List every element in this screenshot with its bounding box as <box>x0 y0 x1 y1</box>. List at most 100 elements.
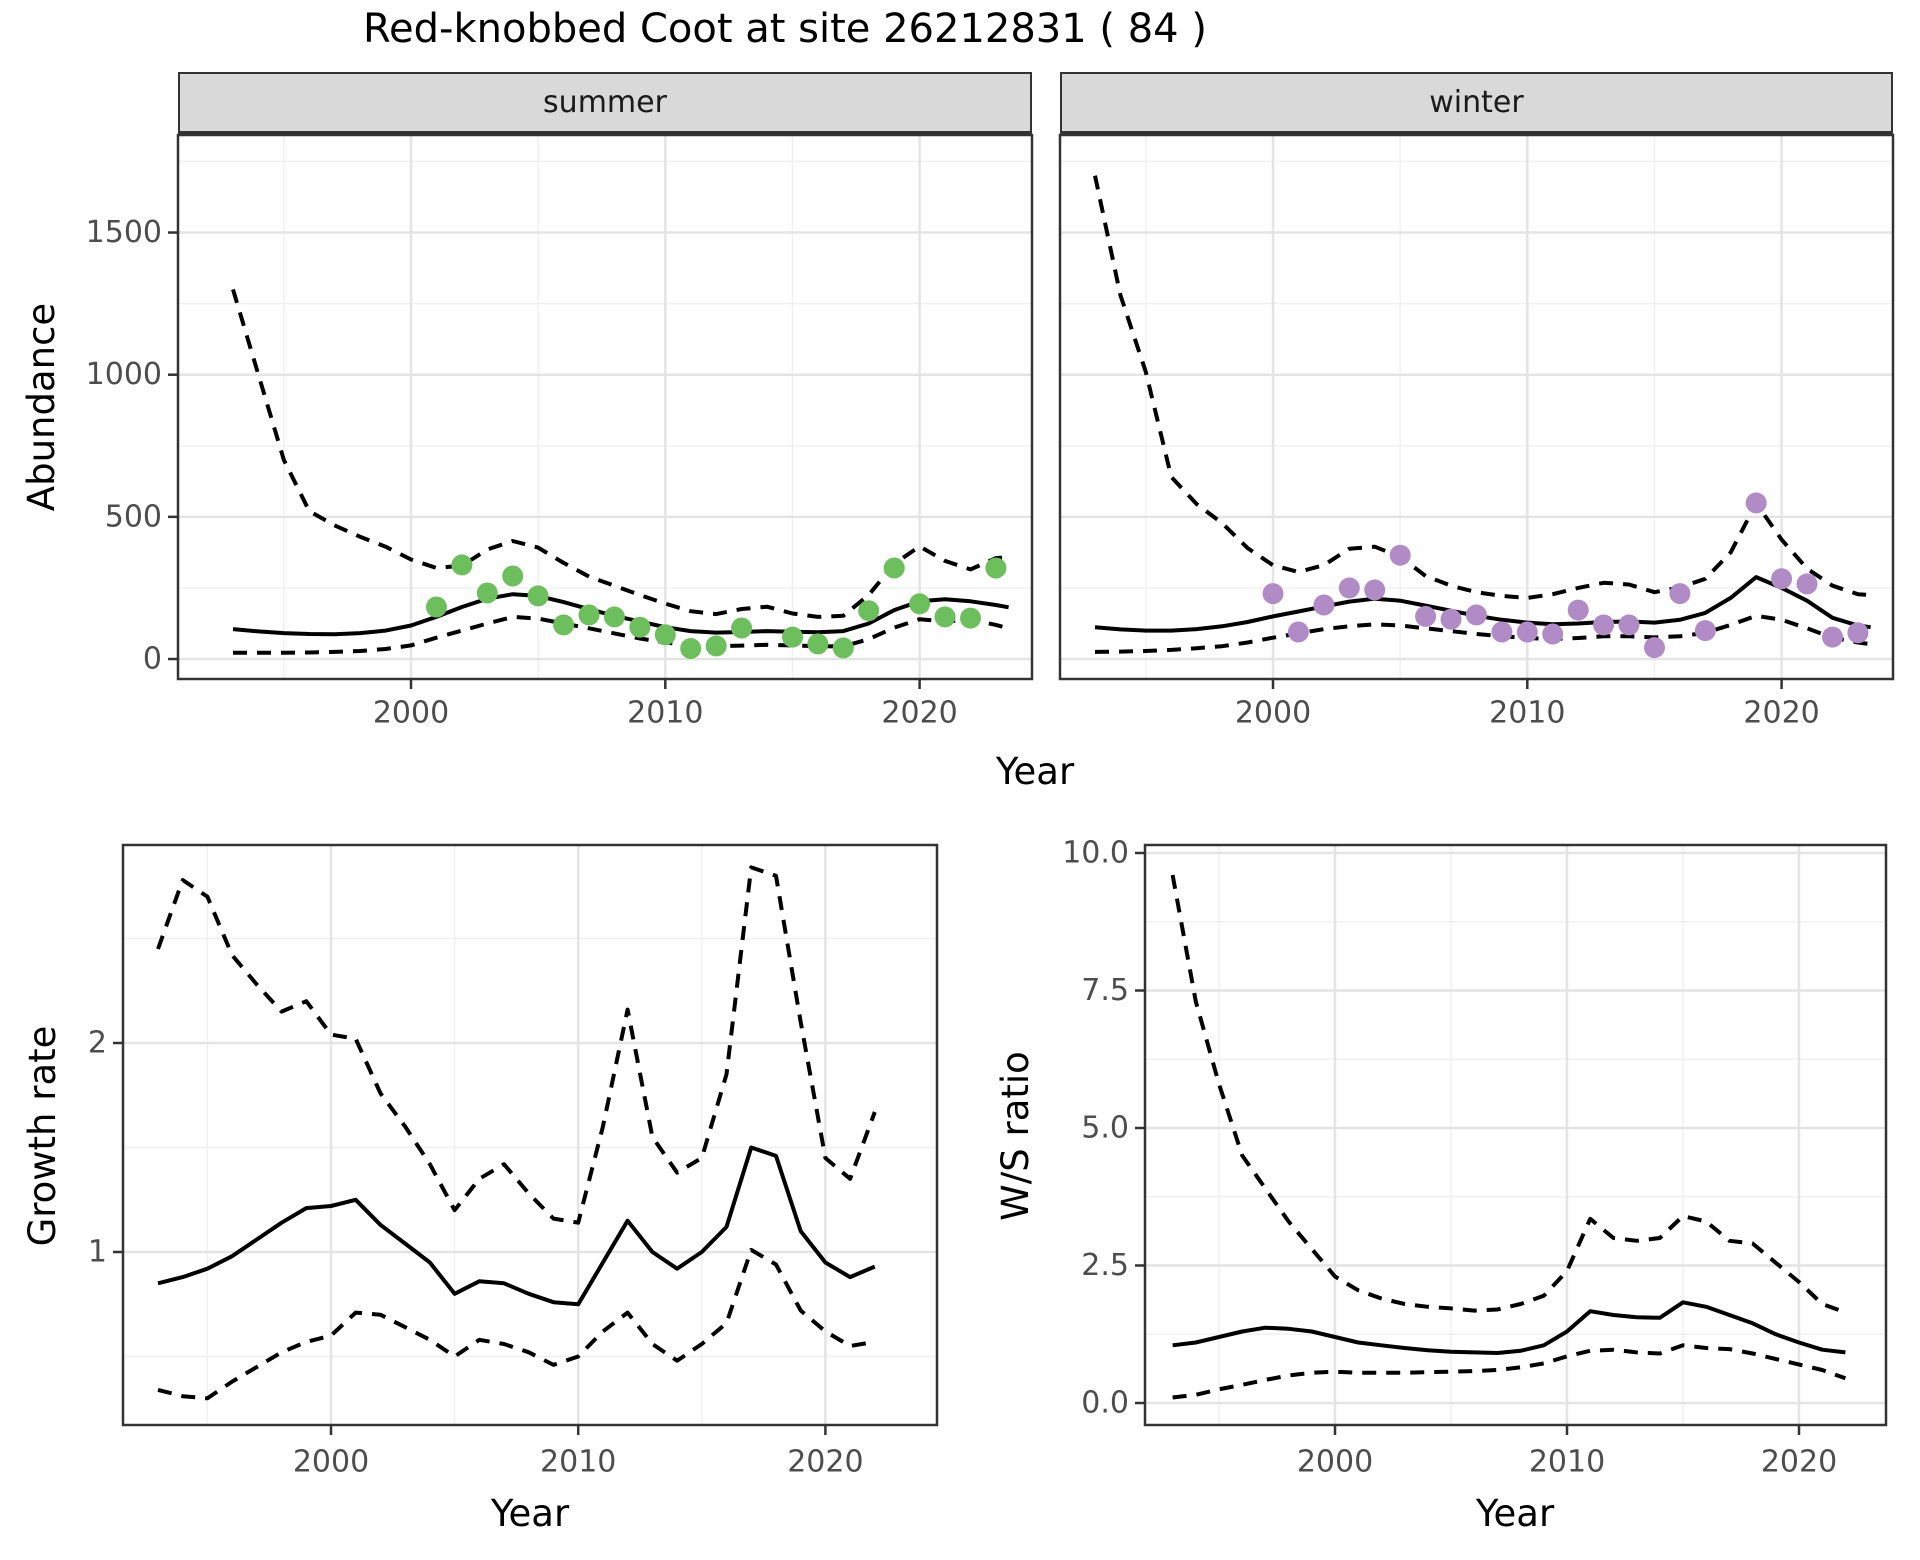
y-tick-label: 1000 <box>86 357 162 392</box>
panel-ws-series-mean <box>1172 1300 1846 1355</box>
x-tick-label: 2020 <box>787 1445 863 1480</box>
x-tick-label: 2010 <box>540 1445 616 1480</box>
x-tick-label: 2000 <box>293 1445 369 1480</box>
data-point <box>1389 544 1411 566</box>
panel-growth-series-lower_ci <box>157 1247 876 1401</box>
x-tick-label: 2010 <box>1529 1445 1605 1480</box>
data-point <box>705 635 727 657</box>
data-point <box>782 626 803 648</box>
panel-winter: 2000 2010 2020 <box>1058 133 1895 731</box>
y-tick-label: 0 <box>143 642 162 677</box>
panel-winter-axis-ticks: 2000 2010 2020 <box>1235 679 1820 731</box>
facet-strip-winter-label: winter <box>1429 85 1524 120</box>
facet-strip-summer: summer <box>178 72 1032 135</box>
data-point <box>680 638 702 659</box>
panel-winter-border <box>1058 133 1895 681</box>
x-tick-label: 2010 <box>627 696 703 731</box>
data-point <box>1669 583 1691 605</box>
data-point <box>1567 599 1589 621</box>
y-tick-label: 2.5 <box>1081 1248 1129 1283</box>
panel-winter-series-mean <box>1094 575 1871 633</box>
facet-strip-winter: winter <box>1060 72 1893 135</box>
y-tick-label: 2 <box>88 1026 107 1061</box>
x-tick-label: 2020 <box>1761 1445 1837 1480</box>
panel-winter-data-points <box>1262 492 1869 659</box>
x-tick-label: 2020 <box>1743 696 1819 731</box>
panel-summer-axis-ticks: 2000 2010 2020 0 500 1000 1500 <box>86 215 958 730</box>
y-axis-title-ws-ratio: W/S ratio <box>993 1051 1037 1221</box>
data-point <box>985 557 1007 579</box>
data-point <box>1338 577 1360 599</box>
panel-ws-series-upper_ci <box>1170 874 1847 1315</box>
x-axis-title-year-ws: Year <box>1475 1491 1555 1535</box>
data-point <box>1287 621 1309 643</box>
data-point <box>1618 614 1640 636</box>
y-tick-label: 5.0 <box>1081 1111 1129 1146</box>
x-axis-title-year-growth: Year <box>490 1491 570 1535</box>
x-tick-label: 2020 <box>881 696 957 731</box>
panel-ws: 2000 2010 2020 0.0 2.5 5.0 7.5 10.0 <box>1062 836 1888 1480</box>
panel-winter-series-lower_ci <box>1094 613 1871 654</box>
data-point <box>578 604 600 626</box>
data-point <box>832 637 854 659</box>
data-point <box>654 624 676 646</box>
data-point <box>1364 579 1386 601</box>
data-point <box>1796 573 1818 595</box>
facet-strip-summer-label: summer <box>543 85 667 120</box>
data-point <box>629 616 651 638</box>
data-point <box>934 606 956 628</box>
data-point <box>1593 614 1615 636</box>
data-point <box>1440 608 1462 630</box>
data-point <box>1694 620 1716 642</box>
panel-ws-grid <box>1145 845 1886 1425</box>
y-tick-label: 0.0 <box>1081 1386 1129 1421</box>
data-point <box>858 600 880 622</box>
panel-ws-axis-ticks: 2000 2010 2020 0.0 2.5 5.0 7.5 10.0 <box>1062 836 1837 1480</box>
panel-growth-grid <box>123 845 937 1425</box>
y-tick-label: 1500 <box>86 215 162 250</box>
data-point <box>425 596 447 618</box>
y-tick-label: 500 <box>105 499 162 534</box>
data-point <box>553 614 575 636</box>
data-point <box>1822 626 1843 648</box>
panel-ws-series-lower_ci <box>1172 1343 1847 1400</box>
x-tick-label: 2010 <box>1489 696 1565 731</box>
panel-growth-border <box>121 843 939 1427</box>
data-point <box>1465 604 1487 626</box>
panel-growth-series-upper_ci <box>156 865 877 1225</box>
data-point <box>909 593 931 615</box>
data-point <box>1745 492 1767 514</box>
panel-growth-series-mean <box>157 1145 876 1307</box>
page-title: Red-knobbed Coot at site 26212831 ( 84 ) <box>363 6 1207 52</box>
y-tick-label: 1 <box>88 1235 107 1270</box>
panel-summer-border <box>176 133 1034 681</box>
data-point <box>502 565 524 587</box>
data-point <box>807 633 829 655</box>
data-point <box>1847 622 1869 644</box>
panel-ws-border <box>1143 843 1888 1427</box>
panel-summer-series-lower_ci <box>233 614 1010 655</box>
data-point <box>1415 605 1437 627</box>
panel-growth-axis-ticks: 2000 2010 2020 1 2 <box>88 1026 864 1480</box>
data-point <box>1491 621 1513 643</box>
panel-summer-data-points <box>425 554 1007 659</box>
x-axis-title-year-top: Year <box>995 749 1075 793</box>
data-point <box>1262 583 1284 605</box>
y-axis-title-abundance: Abundance <box>19 302 63 512</box>
y-tick-label: 7.5 <box>1081 973 1129 1008</box>
x-tick-label: 2000 <box>1235 696 1311 731</box>
panel-summer-series-mean <box>232 592 1009 637</box>
data-point <box>476 582 498 604</box>
y-tick-label: 10.0 <box>1062 836 1129 871</box>
data-point <box>1516 621 1538 643</box>
data-point <box>1644 637 1665 659</box>
panel-summer-grid <box>178 135 1032 679</box>
panel-winter-grid <box>1060 135 1893 679</box>
x-tick-label: 2000 <box>373 696 449 731</box>
data-point <box>451 554 473 576</box>
data-point <box>603 606 625 628</box>
x-tick-label: 2000 <box>1297 1445 1373 1480</box>
panel-growth: 2000 2010 2020 1 2 <box>88 843 939 1480</box>
